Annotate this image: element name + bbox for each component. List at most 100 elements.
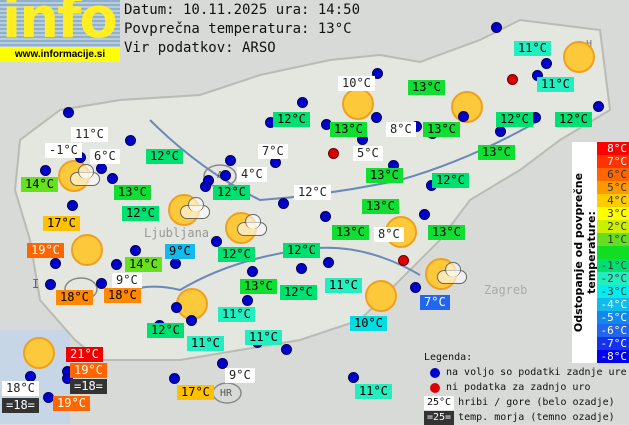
station-dot-available bbox=[96, 278, 107, 289]
station-dot-available bbox=[200, 181, 211, 192]
station-dot-available bbox=[130, 245, 141, 256]
station-temperature: 21°C bbox=[66, 347, 103, 362]
scale-step: -8°C bbox=[597, 350, 629, 363]
station-dot-available bbox=[458, 111, 469, 122]
mountain-temperature: 12°C bbox=[294, 185, 331, 200]
station-dot-available bbox=[296, 263, 307, 274]
station-temperature: 12°C bbox=[280, 285, 317, 300]
city-label-zagreb: Zagreb bbox=[484, 283, 528, 297]
mountain-temperature: 6°C bbox=[90, 149, 120, 164]
legend-red-text: ni podatka za zadnjo uro bbox=[446, 382, 591, 393]
sea-temperature: =18= bbox=[70, 379, 107, 394]
station-dot-available bbox=[297, 97, 308, 108]
station-temperature: 19°C bbox=[53, 396, 90, 411]
cloud-icon bbox=[237, 214, 267, 236]
station-temperature: 10°C bbox=[350, 316, 387, 331]
station-dot-available bbox=[419, 209, 430, 220]
legend-sea-sample: =25= bbox=[424, 410, 455, 425]
station-temperature: 14°C bbox=[21, 177, 58, 192]
station-temperature: 19°C bbox=[27, 243, 64, 258]
station-temperature: 14°C bbox=[125, 257, 162, 272]
station-dot-available bbox=[593, 101, 604, 112]
station-temperature: 13°C bbox=[408, 80, 445, 95]
logo-text: info bbox=[2, 0, 118, 51]
station-temperature: 12°C bbox=[496, 112, 533, 127]
sun-icon bbox=[563, 41, 595, 73]
station-temperature: 12°C bbox=[218, 247, 255, 262]
station-temperature: 11°C bbox=[537, 77, 574, 92]
scale-step: -3°C bbox=[597, 285, 629, 298]
station-dot-missing bbox=[507, 74, 518, 85]
mountain-temperature: 8°C bbox=[386, 122, 416, 137]
scale-step: -5°C bbox=[597, 311, 629, 324]
station-dot-missing bbox=[398, 255, 409, 266]
station-dot-available bbox=[372, 68, 383, 79]
mountain-temperature: 10°C bbox=[338, 76, 375, 91]
station-dot-available bbox=[169, 373, 180, 384]
mountain-temperature: 9°C bbox=[112, 273, 142, 288]
station-temperature: 11°C bbox=[218, 307, 255, 322]
station-temperature: 12°C bbox=[432, 173, 469, 188]
station-temperature: 19°C bbox=[70, 363, 107, 378]
scale-step: 8°C bbox=[597, 142, 629, 155]
scale-step: 4°C bbox=[597, 194, 629, 207]
sea-temperature: =18= bbox=[2, 398, 39, 413]
scale-step bbox=[597, 246, 629, 259]
legend-title: Legenda: bbox=[424, 352, 473, 363]
average-temperature: Povprečna temperatura: 13°C bbox=[124, 21, 352, 37]
scale-step: 5°C bbox=[597, 181, 629, 194]
station-dot-available bbox=[107, 173, 118, 184]
mountain-temperature: 7°C bbox=[258, 144, 288, 159]
station-dot-available bbox=[220, 170, 231, 181]
station-dot-available bbox=[67, 200, 78, 211]
station-dot-available bbox=[278, 198, 289, 209]
station-temperature: 13°C bbox=[362, 199, 399, 214]
scale-step: 2°C bbox=[597, 220, 629, 233]
cloud-icon bbox=[70, 164, 100, 186]
mountain-temperature: 8°C bbox=[374, 227, 404, 242]
station-dot-available bbox=[171, 302, 182, 313]
scale-step: -4°C bbox=[597, 298, 629, 311]
scale-step: 7°C bbox=[597, 155, 629, 168]
station-temperature: 7°C bbox=[420, 295, 450, 310]
station-temperature: 12°C bbox=[555, 112, 592, 127]
station-dot-available bbox=[323, 257, 334, 268]
station-dot-missing bbox=[328, 148, 339, 159]
station-dot-available bbox=[50, 258, 61, 269]
station-temperature: 11°C bbox=[245, 330, 282, 345]
data-source: Vir podatkov: ARSO bbox=[124, 40, 276, 56]
legend: Legenda: na voljo so podatki zadnje ure … bbox=[424, 350, 627, 425]
station-dot-available bbox=[211, 236, 222, 247]
scale-step: -6°C bbox=[597, 324, 629, 337]
logo[interactable]: info www.informacije.si bbox=[0, 0, 120, 62]
station-temperature: 12°C bbox=[146, 149, 183, 164]
station-temperature: 12°C bbox=[273, 112, 310, 127]
station-dot-available bbox=[225, 155, 236, 166]
scale-step: 3°C bbox=[597, 207, 629, 220]
station-temperature: 13°C bbox=[366, 168, 403, 183]
station-temperature: 11°C bbox=[514, 41, 551, 56]
scale-step: 6°C bbox=[597, 168, 629, 181]
country-marker-italy: I bbox=[32, 277, 40, 291]
station-temperature: 12°C bbox=[283, 243, 320, 258]
station-dot-available bbox=[247, 266, 258, 277]
station-dot-available bbox=[410, 282, 421, 293]
station-dot-available bbox=[45, 279, 56, 290]
station-dot-available bbox=[186, 315, 197, 326]
sun-icon bbox=[71, 234, 103, 266]
station-dot-available bbox=[96, 163, 107, 174]
station-temperature: 13°C bbox=[478, 145, 515, 160]
station-temperature: 11°C bbox=[325, 278, 362, 293]
station-temperature: 13°C bbox=[330, 122, 367, 137]
station-temperature: 18°C bbox=[56, 290, 93, 305]
scale-step: -7°C bbox=[597, 337, 629, 350]
station-dot-available bbox=[217, 358, 228, 369]
station-dot-available bbox=[125, 135, 136, 146]
station-temperature: 13°C bbox=[114, 185, 151, 200]
logo-url[interactable]: www.informacije.si bbox=[0, 47, 120, 62]
station-dot-available bbox=[541, 58, 552, 69]
mountain-temperature: 11°C bbox=[71, 127, 108, 142]
legend-mountain-text: hribi / gore (belo ozadje) bbox=[458, 397, 615, 408]
station-dot-available bbox=[63, 107, 74, 118]
station-dot-available bbox=[111, 259, 122, 270]
